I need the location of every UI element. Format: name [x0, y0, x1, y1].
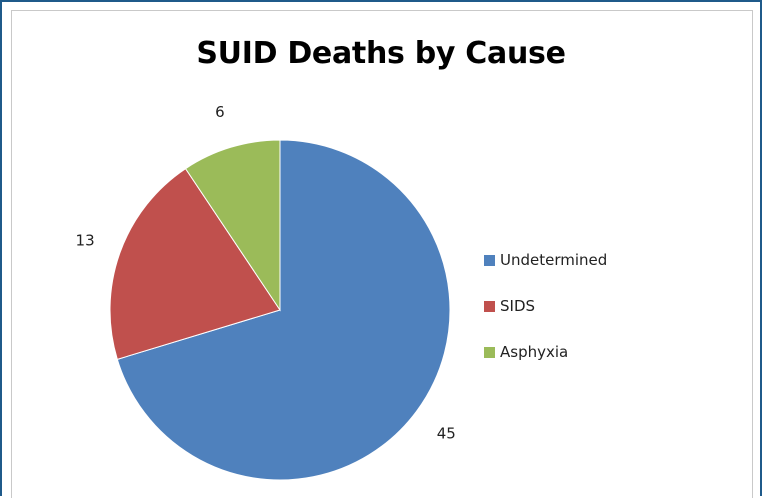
legend-label-asphyxia: Asphyxia [500, 343, 569, 361]
legend-item-sids[interactable]: SIDS [484, 294, 607, 318]
legend-label-sids: SIDS [500, 297, 536, 315]
legend-swatch-undetermined [484, 255, 495, 266]
legend-swatch-asphyxia [484, 347, 495, 358]
data-label-asphyxia: 6 [215, 103, 225, 121]
legend-item-asphyxia[interactable]: Asphyxia [484, 340, 607, 364]
legend-item-undetermined[interactable]: Undetermined [484, 248, 607, 272]
pie-slice-undetermined[interactable] [116, 139, 451, 481]
pie-slice-sids[interactable] [109, 167, 281, 360]
legend-swatch-sids [484, 301, 495, 312]
legend: Undetermined SIDS Asphyxia [484, 248, 607, 386]
data-label-sids: 13 [76, 231, 95, 249]
legend-label-undetermined: Undetermined [500, 251, 608, 269]
pie-slice-asphyxia[interactable] [184, 139, 281, 312]
data-label-undetermined: 45 [437, 424, 456, 442]
chart-title: SUID Deaths by Cause [196, 36, 566, 71]
